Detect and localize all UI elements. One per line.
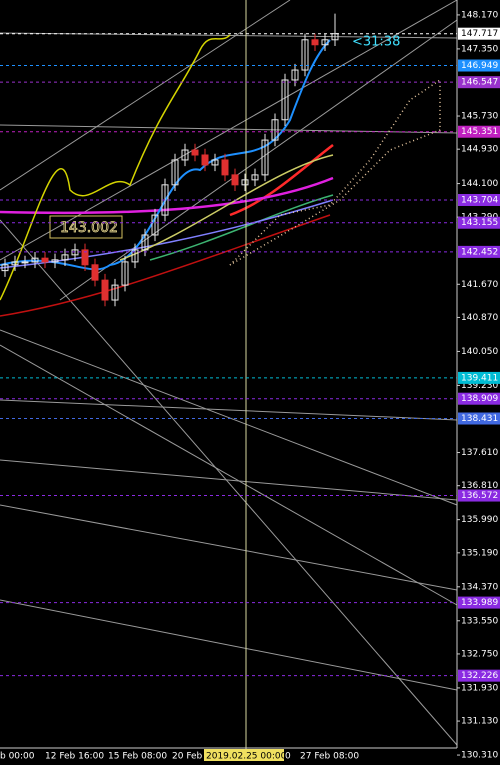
candle-body: [141, 234, 149, 251]
level-label: 133.989: [461, 598, 498, 608]
y-tick-label: 147.350: [461, 44, 498, 54]
level-box: [458, 125, 500, 138]
candle-body: [151, 214, 159, 236]
level-label: 146.949: [461, 61, 498, 71]
candle-body: [131, 249, 139, 263]
candle-body: [271, 119, 279, 141]
candle-body: [221, 159, 229, 176]
annotation: 143.002: [60, 220, 118, 236]
level-label: 139.411: [461, 373, 498, 383]
level-box: [458, 76, 500, 89]
candle-body: [21, 261, 29, 264]
candle-body: [211, 159, 219, 166]
level-box: [458, 669, 500, 682]
candle-body: [281, 79, 289, 121]
candle-body: [191, 149, 199, 156]
y-tick-label: 144.930: [461, 145, 498, 155]
level-label: 132.226: [461, 671, 498, 681]
level-label: 138.909: [461, 394, 498, 404]
x-label-box: [204, 749, 284, 761]
y-tick-label: 134.370: [461, 582, 498, 592]
candle-body: [1, 264, 9, 272]
candle-body: [251, 174, 259, 181]
candle-body: [231, 174, 239, 186]
y-tick-label: 148.170: [461, 10, 498, 20]
x-tick-label: 20 Feb: [172, 752, 203, 762]
y-tick-label: 144.100: [461, 179, 498, 189]
candle-body: [241, 179, 249, 186]
x-tick-label: b 00:00: [0, 752, 35, 762]
candle-body: [171, 159, 179, 186]
candle-body: [291, 69, 299, 81]
level-box: [458, 371, 500, 384]
level-label: 143.704: [461, 195, 498, 205]
candle-body: [261, 139, 269, 176]
candle-body: [311, 39, 319, 46]
level-box: [458, 596, 500, 609]
candle-body: [41, 257, 49, 263]
y-tick-label: 140.870: [461, 313, 498, 323]
candle-body: [331, 33, 339, 41]
level-box: [458, 245, 500, 258]
level-label: 146.547: [461, 78, 498, 88]
level-box: [458, 489, 500, 502]
y-tick-label: 135.190: [461, 548, 498, 558]
y-tick-label: 132.750: [461, 649, 498, 659]
level-label: 138.431: [461, 414, 498, 424]
x-tick-label: 27 Feb 08:00: [300, 752, 359, 762]
level-box: [458, 59, 500, 72]
level-label: 142.452: [461, 247, 498, 257]
y-tick-label: 130.310: [461, 751, 498, 761]
annotation-box: [49, 215, 123, 239]
y-tick-label: 133.550: [461, 616, 498, 626]
indicators: [0, 34, 334, 317]
y-tick-label: 141.670: [461, 280, 498, 290]
level-box: [458, 412, 500, 425]
candle-body: [111, 284, 119, 301]
y-tick-label: 136.810: [461, 481, 498, 491]
y-tick-label: 139.230: [461, 381, 498, 391]
level-label: 143.155: [461, 218, 498, 228]
level-label: 147.717: [461, 29, 498, 39]
x-tick-label: 12 Feb 16:00: [45, 752, 104, 762]
cloud: [229, 78, 441, 266]
y-tick-label: 131.930: [461, 683, 498, 693]
y-tick-label: 137.610: [461, 448, 498, 458]
level-box: [458, 392, 500, 405]
y-tick-label: 131.130: [461, 717, 498, 727]
candle-body: [61, 254, 69, 261]
candle-body: [31, 257, 39, 263]
candle-body: [301, 39, 309, 71]
level-box: [458, 216, 500, 229]
candle-body: [181, 149, 189, 161]
level-label: 145.351: [461, 127, 498, 137]
candle-body: [81, 249, 89, 266]
trend-lines: [0, 0, 458, 746]
y-tick-label: 135.990: [461, 515, 498, 525]
y-tick-label: 140.050: [461, 347, 498, 357]
level-box: [458, 27, 500, 40]
candle-body: [321, 39, 329, 46]
x-tick-label: 0: [285, 752, 291, 762]
y-tick-label: 145.730: [461, 112, 498, 122]
candle-body: [101, 279, 109, 301]
candle-body: [121, 261, 129, 286]
candle-body: [51, 259, 59, 263]
countdown: <31:38: [352, 35, 400, 50]
x-tick-label: 2019.02.25 00:00: [206, 752, 287, 762]
candle-body: [91, 264, 99, 281]
level-label: 136.572: [461, 491, 498, 501]
candle-body: [11, 261, 19, 266]
level-box: [458, 193, 500, 206]
candle-body: [201, 154, 209, 166]
x-tick-label: 15 Feb 08:00: [108, 752, 167, 762]
